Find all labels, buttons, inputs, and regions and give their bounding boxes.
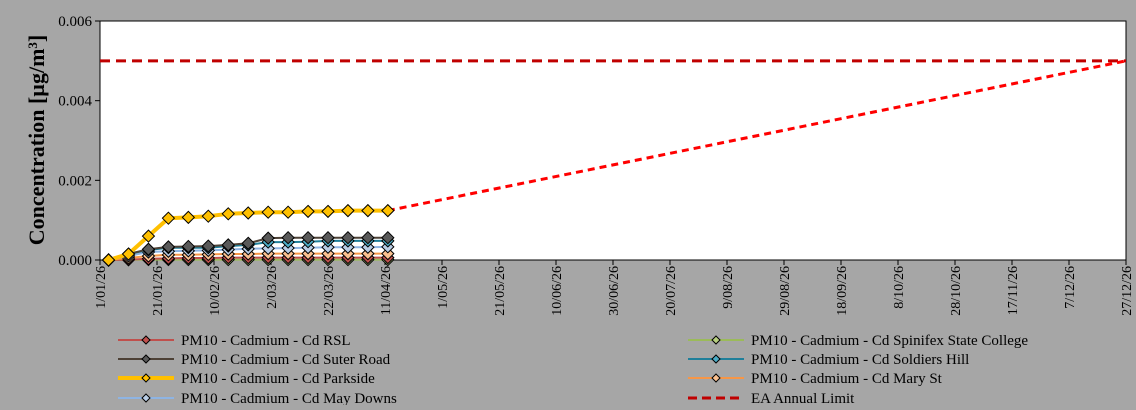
x-tick-label: 29/08/26	[778, 266, 793, 316]
x-tick-label: 22/03/26	[322, 266, 337, 316]
legend-item: PM10 - Cadmium - Cd May Downs	[118, 391, 397, 405]
x-tick-label: 8/10/26	[892, 266, 907, 309]
y-tick-label: 0.000	[58, 253, 92, 269]
legend-marker	[142, 394, 150, 402]
legend-label: PM10 - Cadmium - Cd RSL	[181, 333, 351, 349]
y-tick-label: 0.006	[58, 14, 92, 30]
legend-marker	[712, 374, 720, 382]
x-tick-label: 17/11/26	[1006, 266, 1021, 315]
x-tick-label: 1/05/26	[436, 266, 451, 309]
x-tick-label: 21/05/26	[493, 266, 508, 316]
y-ticks: 0.000 0.002 0.004 0.006	[58, 14, 100, 269]
legend: PM10 - Cadmium - Cd RSL PM10 - Cadmium - …	[118, 333, 1028, 405]
legend-item: PM10 - Cadmium - Cd Suter Road	[118, 352, 391, 368]
legend-label: PM10 - Cadmium - Cd Suter Road	[181, 352, 391, 368]
legend-label: PM10 - Cadmium - Cd Soldiers Hill	[751, 352, 969, 368]
legend-label: PM10 - Cadmium - Cd Parkside	[181, 371, 375, 387]
x-tick-label: 10/06/26	[550, 266, 565, 316]
y-axis-label-main: Concentration [µg/m	[24, 49, 49, 246]
x-tick-label: 2/03/26	[265, 266, 280, 309]
legend-item: PM10 - Cadmium - Cd Soldiers Hill	[688, 352, 969, 368]
y-axis-label: Concentration [µg/m3]	[24, 35, 49, 245]
legend-item: PM10 - Cadmium - Cd RSL	[118, 333, 351, 349]
legend-item: EA Annual Limit	[688, 391, 855, 405]
legend-marker	[142, 374, 150, 382]
legend-marker	[142, 355, 150, 363]
legend-marker	[712, 336, 720, 344]
x-tick-label: 20/07/26	[664, 266, 679, 316]
x-tick-label: 11/04/26	[379, 266, 394, 315]
legend-marker	[712, 355, 720, 363]
x-tick-label: 10/02/26	[208, 266, 223, 316]
legend-item: PM10 - Cadmium - Cd Spinifex State Colle…	[688, 333, 1028, 349]
x-tick-label: 18/09/26	[835, 266, 850, 316]
x-tick-label: 21/01/26	[151, 266, 166, 316]
legend-item: PM10 - Cadmium - Cd Parkside	[118, 371, 375, 387]
legend-label: PM10 - Cadmium - Cd Spinifex State Colle…	[751, 333, 1028, 349]
y-axis-label-close: ]	[24, 35, 49, 42]
x-tick-label: 7/12/26	[1063, 266, 1078, 309]
legend-marker	[142, 336, 150, 344]
legend-label: EA Annual Limit	[751, 391, 855, 405]
legend-label: PM10 - Cadmium - Cd Mary St	[751, 371, 943, 387]
y-tick-label: 0.002	[58, 173, 92, 189]
x-tick-label: 28/10/26	[949, 266, 964, 316]
x-tick-label: 9/08/26	[721, 266, 736, 309]
x-ticks: 1/01/26 21/01/26 10/02/26 2/03/26 22/03/26 11…	[94, 260, 1135, 316]
legend-item: PM10 - Cadmium - Cd Mary St	[688, 371, 943, 387]
y-tick-label: 0.004	[58, 94, 92, 110]
x-tick-label: 30/06/26	[607, 266, 622, 316]
plot-area	[100, 21, 1126, 260]
legend-label: PM10 - Cadmium - Cd May Downs	[181, 391, 397, 405]
x-tick-label: 27/12/26	[1120, 266, 1135, 316]
x-tick-label: 1/01/26	[94, 266, 109, 309]
